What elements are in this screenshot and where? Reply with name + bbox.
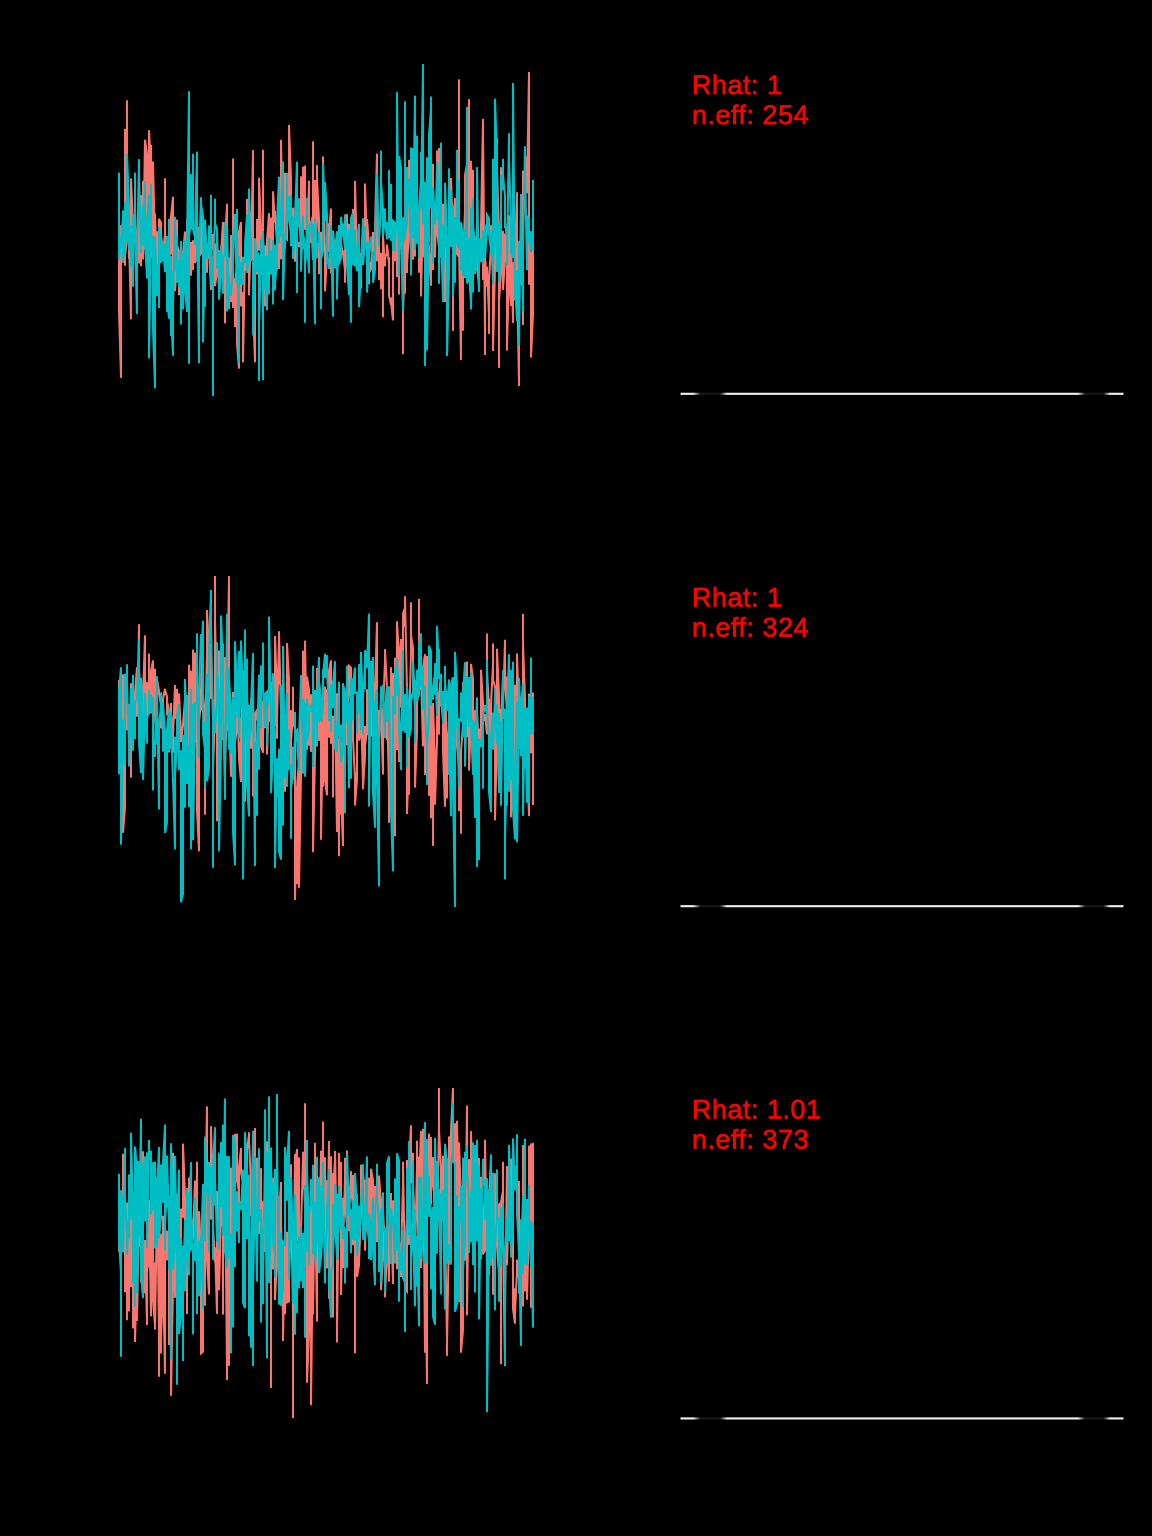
svg-text:Rhat: 1: Rhat: 1 <box>692 70 783 100</box>
svg-text:n.eff: 254: n.eff: 254 <box>692 100 809 130</box>
svg-text:n.eff: 373: n.eff: 373 <box>692 1124 809 1154</box>
svg-text:Rhat: 1: Rhat: 1 <box>692 582 783 612</box>
svg-text:n.eff: 324: n.eff: 324 <box>692 612 809 642</box>
svg-text:Rhat: 1.01: Rhat: 1.01 <box>692 1094 822 1124</box>
